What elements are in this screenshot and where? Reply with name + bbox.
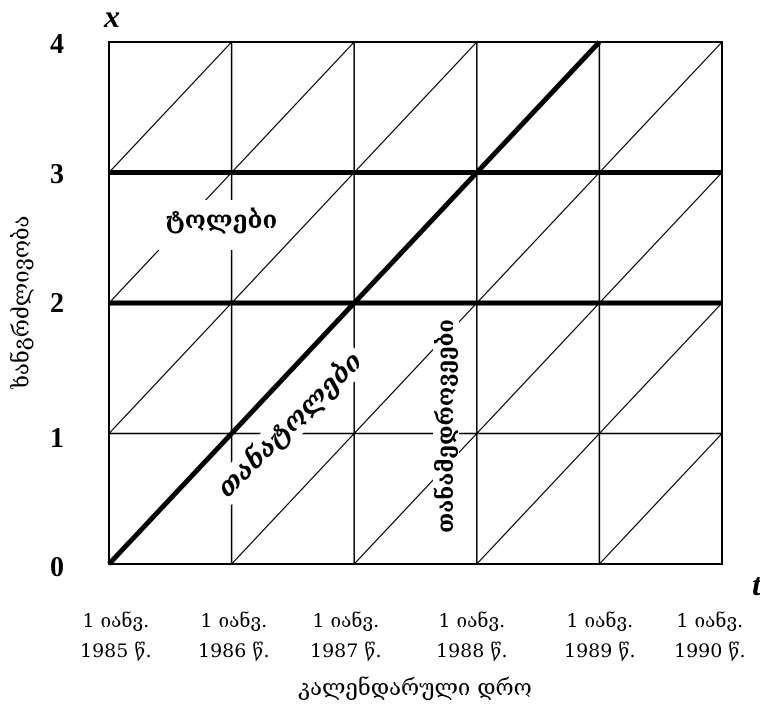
cell-diagonal-line [598,41,723,173]
cell-diagonal-line [231,41,355,173]
cell-diagonal-line [476,433,600,565]
x-tick-1987: 1 იანვ. 1987 წ. [310,606,381,666]
y-tick-1: 1 [50,423,64,454]
y-tick-4: 4 [50,29,64,60]
band-label: ტოლები [166,205,278,234]
cell-diagonal-line [108,41,233,173]
y-tick-0: 0 [50,552,64,583]
cell-diagonal-line [231,172,355,304]
grid-border [108,41,723,565]
x-axis-symbol: t [752,566,760,603]
x-tick-date: 1 იანვ. [566,610,634,632]
cell-diagonal-line [598,172,723,304]
y-tick-2: 2 [50,288,64,319]
cell-diagonal-line [353,41,478,173]
cell-diagonal-line [598,302,723,434]
x-tick-year: 1990 წ. [674,640,746,662]
x-tick-year: 1987 წ. [310,640,382,662]
y-axis-symbol: x [104,0,120,34]
x-tick-1989: 1 იანვ. 1989 წ. [564,606,635,666]
y-tick-3: 3 [50,159,64,190]
x-axis-title: კალენდარული დრო [298,676,532,701]
x-tick-date: 1 იანვ. [312,610,380,632]
x-tick-year: 1989 წ. [564,640,636,662]
cell-diagonal-line [108,302,233,434]
cell-diagonal-line [231,433,355,565]
cell-diagonal-line [598,433,723,565]
band-label-bg [158,200,278,250]
x-tick-date: 1 იანვ. [82,610,150,632]
diagonal-gap [436,174,470,208]
x-tick-date: 1 იანვ. [676,610,744,632]
x-tick-1990: 1 იანვ. 1990 წ. [674,606,745,666]
x-tick-1988: 1 იანვ. 1988 წ. [436,606,507,666]
cell-diagonal-line [476,302,600,434]
cohort-diagonal-line [107,40,602,566]
x-tick-year: 1985 წ. [80,640,152,662]
x-tick-date: 1 იანვ. [438,610,506,632]
highlighted-lines [107,40,722,566]
y-axis-title: ხანგრძლივობა [9,215,35,389]
x-tick-year: 1988 წ. [436,640,508,662]
x-tick-1986: 1 იანვ. 1986 წ. [198,606,269,666]
x-tick-1985: 1 იანვ. 1985 წ. [80,606,151,666]
cell-diagonal-line [476,172,600,304]
x-tick-year: 1986 წ. [198,640,270,662]
vertical-label: თანამედროვეები [433,315,459,537]
x-tick-date: 1 იანვ. [200,610,268,632]
